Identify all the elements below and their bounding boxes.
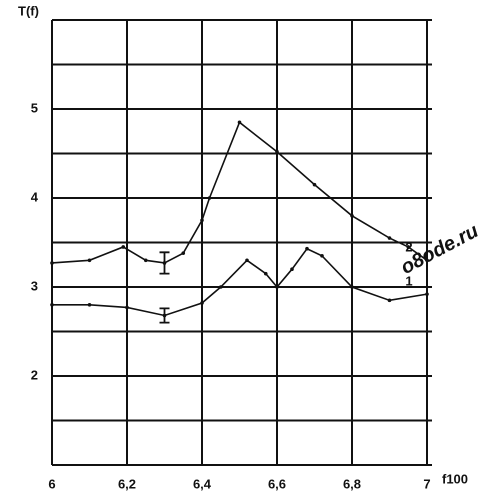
x-tick-label: 6,4 [193, 476, 212, 491]
data-point [425, 258, 429, 263]
data-point [387, 236, 392, 240]
data-point [50, 261, 54, 265]
x-tick-label: 6 [48, 476, 55, 491]
x-tick-label: 7 [423, 476, 430, 491]
data-point [218, 285, 223, 289]
data-point [207, 196, 212, 200]
data-point [387, 298, 392, 303]
data-point [200, 301, 204, 305]
data-point [87, 258, 92, 263]
data-point [143, 258, 148, 263]
data-point [245, 258, 249, 263]
y-tick-label: 3 [31, 278, 38, 293]
x-axis-label: f100 [442, 471, 468, 486]
y-tick-label: 5 [31, 100, 38, 115]
x-tick-label: 6,8 [343, 476, 361, 491]
data-point [290, 267, 294, 272]
error-bar [159, 251, 170, 275]
data-point [320, 254, 324, 258]
data-point [275, 285, 279, 289]
data-point [87, 303, 92, 307]
error-bar [159, 307, 170, 324]
data-point [350, 214, 354, 218]
data-point [121, 245, 126, 249]
x-tick-label: 6,6 [268, 476, 286, 491]
y-axis-label: T(f) [18, 3, 39, 18]
data-point [275, 149, 279, 154]
data-point [200, 218, 204, 223]
y-tick-label: 4 [31, 189, 39, 204]
data-point [312, 182, 317, 187]
data-point [425, 292, 429, 296]
data-point [125, 305, 129, 310]
series-label: 1 [405, 274, 412, 289]
data-point [263, 271, 268, 276]
data-point [406, 245, 411, 249]
x-tick-label: 6,2 [118, 476, 136, 491]
y-tick-label: 2 [31, 367, 38, 382]
series-line [52, 247, 428, 317]
data-point [237, 120, 242, 125]
series-label: 2 [405, 240, 412, 255]
data-point [50, 303, 54, 307]
data-point [305, 246, 309, 251]
data-point [350, 285, 354, 289]
data-point [181, 251, 186, 255]
